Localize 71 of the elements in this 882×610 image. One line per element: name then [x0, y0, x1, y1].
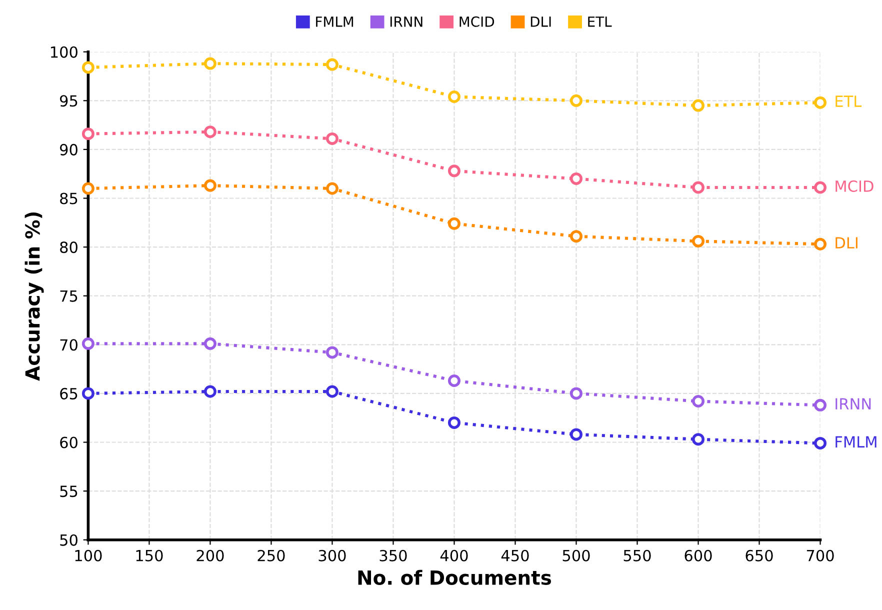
x-tick-label: 100: [75, 550, 102, 562]
text: ETL: [836, 96, 862, 107]
text: MCID: [836, 180, 874, 192]
point: [570, 94, 582, 107]
point: [326, 182, 338, 195]
point: [204, 126, 216, 138]
point: [814, 238, 827, 250]
x-tick-label: 150: [136, 550, 163, 562]
x-axis-title: No. of Documents: [358, 570, 552, 585]
point: [82, 182, 94, 195]
point: [448, 374, 460, 388]
point: [814, 398, 827, 412]
point: [814, 96, 827, 109]
y-tick-label: 70: [60, 339, 78, 351]
point: [448, 416, 460, 429]
y-tick-label: 55: [60, 486, 78, 498]
text: IRNN: [836, 398, 871, 410]
x-tick-label: 450: [501, 550, 529, 562]
point: [814, 181, 827, 194]
y-axis-title: Accuracy (in %): [24, 212, 44, 381]
point: [692, 433, 704, 446]
legend-label: FMLM: [316, 16, 354, 27]
point: [82, 128, 94, 140]
y-tick-label: 100: [50, 46, 78, 58]
x-tick-label: 650: [746, 550, 773, 562]
point: [82, 337, 94, 350]
point: [692, 234, 704, 248]
x-tick-label: 600: [684, 550, 712, 562]
x-tick-label: 300: [318, 550, 346, 562]
point: [326, 132, 338, 145]
legend-label: ETL: [588, 16, 612, 27]
x-tick-label: 250: [258, 550, 285, 562]
x-tick-label: 200: [196, 550, 224, 562]
y-tick-label: 90: [60, 144, 78, 156]
y-tick-label: 65: [60, 388, 78, 400]
point: [204, 57, 216, 70]
y-tick-label: 75: [60, 290, 78, 302]
point: [570, 387, 582, 400]
point: [326, 385, 338, 398]
x-tick-label: 350: [380, 550, 407, 562]
point: [326, 346, 338, 359]
y-tick-label: 60: [60, 436, 78, 448]
point: [326, 58, 338, 71]
y-tick-label: 80: [60, 242, 78, 254]
x-tick-label: 550: [624, 550, 651, 562]
point: [692, 181, 704, 194]
x-tick-label: 400: [440, 550, 468, 562]
y-tick-label: 85: [60, 192, 78, 204]
point: [570, 428, 582, 441]
point: [570, 172, 582, 185]
point: [448, 217, 460, 230]
point: [82, 387, 94, 400]
point: [448, 164, 460, 178]
point: [82, 61, 94, 74]
text: FMLM: [836, 436, 876, 448]
point: [692, 99, 704, 112]
point: [448, 90, 460, 103]
text: DLI: [836, 237, 858, 248]
legend-label: IRNN: [390, 16, 422, 27]
point: [204, 385, 216, 398]
x-tick-label: 500: [562, 550, 590, 562]
legend-label: MCID: [460, 16, 494, 27]
y-tick-label: 95: [60, 95, 78, 107]
point: [570, 230, 582, 243]
point: [204, 337, 216, 350]
legend-label: DLI: [530, 16, 551, 27]
point: [814, 436, 827, 450]
y-tick-label: 50: [60, 534, 78, 546]
point: [692, 395, 704, 408]
point: [204, 179, 216, 192]
x-tick-label: 700: [806, 550, 834, 562]
